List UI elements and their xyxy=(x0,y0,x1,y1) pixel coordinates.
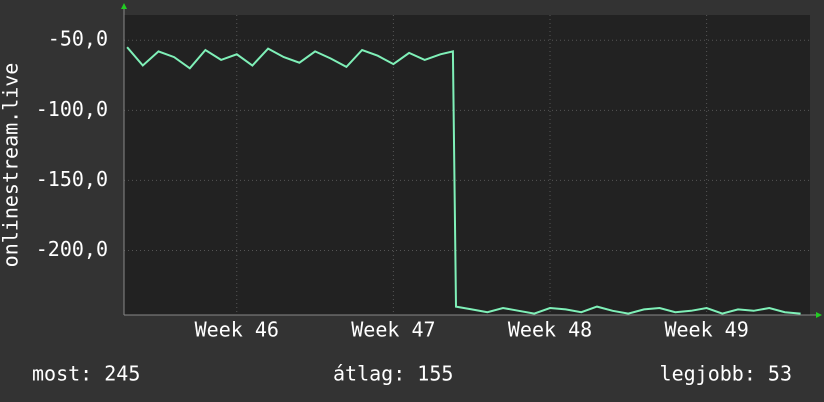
y-tick-label: -200,0 xyxy=(36,237,108,261)
stat-best: legjobb: 53 xyxy=(660,362,792,386)
plot-area xyxy=(124,15,810,315)
y-tick-label: -100,0 xyxy=(36,97,108,121)
axis-arrow xyxy=(816,312,822,318)
data-line xyxy=(126,46,801,315)
stat-average: átlag: 155 xyxy=(333,362,453,386)
x-tick-label: Week 47 xyxy=(351,318,435,342)
axis-arrow xyxy=(121,3,127,9)
y-tick-label: -50,0 xyxy=(48,27,108,51)
x-tick-label: Week 48 xyxy=(508,318,592,342)
stat-current: most: 245 xyxy=(32,362,140,386)
y-tick-label: -150,0 xyxy=(36,167,108,191)
x-tick-label: Week 46 xyxy=(195,318,279,342)
x-tick-label: Week 49 xyxy=(664,318,748,342)
y-axis-label: onlinestream.live xyxy=(0,63,23,268)
